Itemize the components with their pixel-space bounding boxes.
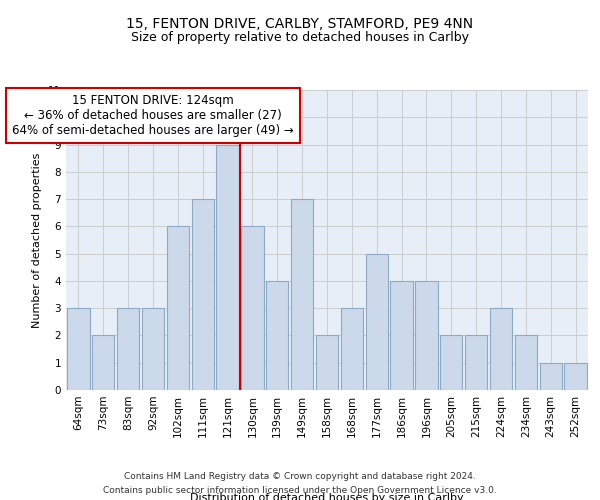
- Bar: [490, 308, 512, 390]
- Bar: [67, 308, 89, 390]
- Bar: [117, 308, 139, 390]
- Bar: [191, 199, 214, 390]
- Text: 15, FENTON DRIVE, CARLBY, STAMFORD, PE9 4NN: 15, FENTON DRIVE, CARLBY, STAMFORD, PE9 …: [127, 18, 473, 32]
- Bar: [539, 362, 562, 390]
- Text: 15 FENTON DRIVE: 124sqm
← 36% of detached houses are smaller (27)
64% of semi-de: 15 FENTON DRIVE: 124sqm ← 36% of detache…: [12, 94, 294, 137]
- Bar: [440, 336, 463, 390]
- Bar: [341, 308, 363, 390]
- Bar: [291, 199, 313, 390]
- X-axis label: Distribution of detached houses by size in Carlby: Distribution of detached houses by size …: [190, 492, 464, 500]
- Bar: [142, 308, 164, 390]
- Bar: [92, 336, 115, 390]
- Bar: [217, 144, 239, 390]
- Bar: [167, 226, 189, 390]
- Bar: [391, 281, 413, 390]
- Bar: [565, 362, 587, 390]
- Text: Contains public sector information licensed under the Open Government Licence v3: Contains public sector information licen…: [103, 486, 497, 495]
- Bar: [365, 254, 388, 390]
- Bar: [465, 336, 487, 390]
- Bar: [515, 336, 537, 390]
- Bar: [241, 226, 263, 390]
- Y-axis label: Number of detached properties: Number of detached properties: [32, 152, 43, 328]
- Bar: [316, 336, 338, 390]
- Bar: [415, 281, 437, 390]
- Bar: [266, 281, 289, 390]
- Text: Contains HM Land Registry data © Crown copyright and database right 2024.: Contains HM Land Registry data © Crown c…: [124, 472, 476, 481]
- Text: Size of property relative to detached houses in Carlby: Size of property relative to detached ho…: [131, 32, 469, 44]
